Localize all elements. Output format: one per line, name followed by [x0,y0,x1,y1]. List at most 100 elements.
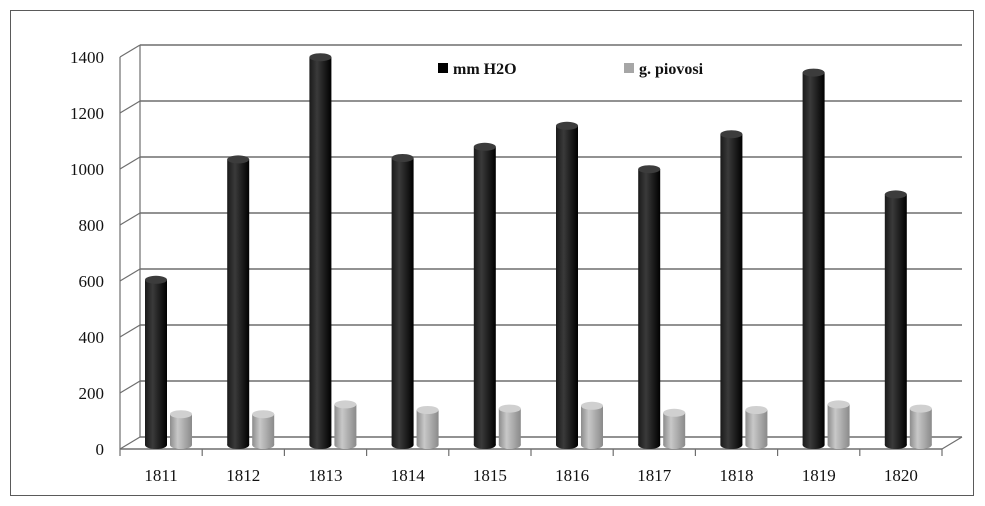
grid-diagonal [119,100,141,114]
bar-base [720,441,743,449]
y-tick-label: 400 [79,328,105,347]
x-tick-label: 1819 [802,466,836,485]
bar-g-piovosi-1818 [745,406,768,449]
bar-base [334,441,357,449]
bar-top [227,155,250,164]
grid-diagonal [119,436,141,450]
bar-g-piovosi-1811 [170,410,192,449]
x-tick-label: 1813 [309,466,343,485]
bar-base [473,441,496,449]
bar-base [391,441,414,449]
bar-g-piovosi-1817 [663,408,686,449]
bar-top [309,53,332,62]
bar-g-piovosi-1812 [252,410,275,449]
bar-body [227,159,250,445]
bar-top [473,142,496,151]
x-tick-label: 1811 [144,466,177,485]
x-tick-label: 1817 [637,466,672,485]
bar-base [252,441,275,449]
bar-base [663,441,686,449]
bar-top [416,406,439,414]
bar-top [827,400,850,409]
legend: mm H2O g. piovosi [438,61,704,78]
bar-base [802,441,825,449]
bar-body [473,146,496,446]
bar-base [581,441,603,449]
bar-base [556,441,578,449]
bar-top [498,404,521,413]
label-layer: 0 200 400 600 800 1000 1200 1400 1811 1812 1813 181… [70,48,918,485]
bar-g-piovosi-1820 [909,404,932,449]
bar-base [498,441,521,449]
bar-top [145,275,167,284]
x-tick-label: 1818 [720,466,754,485]
bar-body [309,57,332,445]
y-tick-label: 1200 [70,104,104,123]
bar-mm-h2o-1816 [556,121,578,449]
bar-top [252,410,275,419]
bar-base [309,441,332,449]
bar-base [884,441,907,449]
bar-top [745,406,768,414]
bar-body [252,414,275,445]
bar-body [827,404,850,445]
bar-base [827,441,850,449]
bar-top [334,400,357,409]
bar-body [416,410,439,445]
bar-top [391,154,414,162]
grid-diagonal [119,324,141,338]
bar-g-piovosi-1813 [334,400,357,449]
bar-body [638,169,661,445]
y-tick-label: 1000 [70,160,104,179]
bar-mm-h2o-1815 [473,142,496,449]
bar-mm-h2o-1818 [720,130,743,449]
legend-label-g-piovosi: g. piovosi [639,61,704,78]
y-tick-label: 800 [79,216,105,235]
axis-layer [119,57,963,456]
grid-diagonal [119,44,141,58]
x-tick-label: 1816 [555,466,589,485]
bar-g-piovosi-1814 [416,406,439,449]
legend-swatch-g-piovosi [624,63,634,73]
grid-diagonal [119,380,141,394]
y-tick-label: 600 [79,272,105,291]
bar-mm-h2o-1811 [145,275,167,449]
bar-body [720,134,743,445]
x-tick-label: 1815 [473,466,507,485]
x-tick-label: 1820 [884,466,918,485]
bar-mm-h2o-1820 [884,190,907,449]
floor-right-edge [941,436,963,450]
bar-g-piovosi-1815 [498,404,521,449]
grid-diagonal [119,268,141,282]
bar-body [802,72,825,445]
bar-top [720,130,743,139]
bar-mm-h2o-1817 [638,165,661,449]
bar-top [581,401,603,410]
bar-base [416,441,439,449]
bar-body [498,408,521,445]
bar-top [884,190,907,199]
grid-diagonal [119,212,141,226]
grid-diagonal [119,156,141,170]
grid-layer [119,44,962,450]
legend-swatch-mm-h2o [438,63,448,73]
bar-mm-h2o-1819 [802,68,825,449]
bar-g-piovosi-1816 [581,401,603,449]
bar-base [145,441,167,449]
x-tick-label: 1812 [226,466,260,485]
bar-base [745,441,768,449]
bar-mm-h2o-1814 [391,154,414,449]
y-tick-label: 0 [96,440,105,459]
bar-body [334,404,357,445]
bar-body [909,408,932,445]
bar-body [170,414,192,445]
y-tick-label: 1400 [70,48,104,67]
y-tick-label: 200 [79,384,105,403]
bar-base [227,441,250,449]
bar-body [391,158,414,445]
bar-base [909,441,932,449]
bar-body [145,279,167,445]
bar-body [884,194,907,445]
bar-top [556,121,578,130]
